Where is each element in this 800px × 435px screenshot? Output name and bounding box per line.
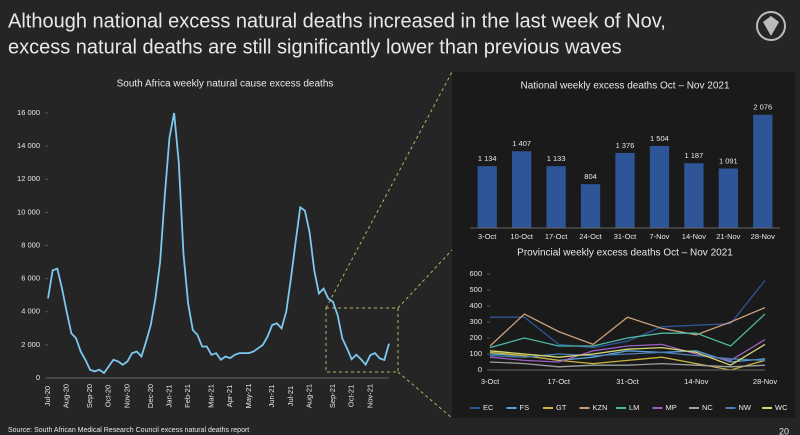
- legend-label: MP: [666, 403, 677, 412]
- x-tick-label: Oct-21: [347, 385, 356, 408]
- zoom-line: [397, 249, 453, 309]
- x-tick-label: 3-Oct: [481, 377, 500, 386]
- value-label: 1 376: [616, 141, 635, 150]
- x-tick-label: Jul-21: [286, 386, 295, 406]
- y-tick-label: 400: [469, 301, 482, 310]
- x-tick-label: Feb-21: [183, 384, 192, 408]
- y-tick-label: 2 000: [21, 340, 40, 349]
- legend-label: NC: [702, 403, 713, 412]
- zoom-box: [325, 307, 399, 373]
- x-tick-label: May-21: [244, 383, 253, 408]
- logo-ring: [756, 11, 786, 41]
- bar: [718, 168, 738, 228]
- y-tick-label: 14 000: [17, 141, 40, 150]
- chart-title: National weekly excess deaths Oct – Nov …: [521, 81, 730, 92]
- x-tick-label: 7-Nov: [649, 232, 669, 241]
- x-tick-label: Nov-20: [122, 384, 131, 408]
- x-tick-label: 14-Nov: [682, 232, 706, 241]
- slide-title: Although national excess natural deaths …: [8, 10, 666, 32]
- y-tick-label: 100: [469, 349, 482, 358]
- value-label: 1 091: [719, 156, 738, 165]
- value-label: 1 134: [478, 154, 497, 163]
- chart-title: South Africa weekly natural cause excess…: [117, 79, 334, 90]
- x-tick-label: 17-Oct: [545, 232, 568, 241]
- x-tick-label: Jan-21: [164, 385, 173, 408]
- zoom-guides: [325, 71, 453, 419]
- x-tick-label: 3-Oct: [478, 232, 497, 241]
- y-tick-label: 200: [469, 333, 482, 342]
- x-tick-label: 28-Nov: [753, 377, 777, 386]
- y-tick-label: 10 000: [17, 207, 40, 216]
- x-tick-label: 24-Oct: [579, 232, 602, 241]
- y-tick-label: 12 000: [17, 174, 40, 183]
- value-label: 1 133: [547, 154, 566, 163]
- slide-title: excess natural deaths are still signific…: [8, 36, 622, 58]
- x-tick-label: Aug-21: [305, 384, 314, 408]
- logo-diamond: [763, 16, 779, 36]
- data-line: [489, 343, 766, 366]
- x-tick-label: Dec-20: [146, 384, 155, 408]
- y-tick-label: 0: [478, 365, 482, 374]
- y-tick-label: 600: [469, 269, 482, 278]
- bar: [546, 166, 566, 228]
- bar: [580, 184, 601, 228]
- value-label: 1 187: [684, 151, 703, 160]
- bar: [753, 114, 773, 228]
- value-label: 1 504: [650, 134, 669, 143]
- x-tick-label: 10-Oct: [510, 232, 533, 241]
- value-label: 1 407: [512, 139, 531, 148]
- x-tick-label: Apr-21: [225, 385, 234, 408]
- x-tick-label: Sep-21: [328, 384, 337, 408]
- x-tick-label: Sep-20: [85, 384, 94, 408]
- y-tick-label: 6 000: [21, 274, 40, 283]
- x-tick-label: 21-Nov: [716, 232, 740, 241]
- y-tick-label: 500: [469, 285, 482, 294]
- y-tick-label: 0: [36, 373, 40, 382]
- y-tick-label: 300: [469, 317, 482, 326]
- x-tick-label: 14-Nov: [684, 377, 708, 386]
- logo: [756, 11, 786, 41]
- y-tick-label: 4 000: [21, 307, 40, 316]
- x-tick-label: Nov-21: [365, 384, 374, 408]
- source: Source: South African Medical Research C…: [8, 427, 249, 434]
- data-line: [490, 279, 766, 349]
- data-line: [489, 307, 766, 347]
- legend-label: GT: [556, 403, 567, 412]
- value-label: 2 076: [753, 103, 772, 112]
- zoom-line: [325, 71, 453, 309]
- chart-title: Provincial weekly excess deaths Oct – No…: [517, 248, 733, 259]
- data-line: [489, 313, 766, 349]
- x-tick-label: Jul-20: [43, 386, 52, 406]
- data-line: [47, 112, 390, 375]
- x-tick-label: Oct-20: [104, 385, 113, 408]
- legend-label: LM: [629, 403, 639, 412]
- data-line: [489, 351, 766, 362]
- bar: [649, 145, 670, 228]
- bar: [615, 152, 635, 228]
- page-number: 20: [779, 426, 789, 435]
- value-label: 804: [584, 172, 597, 181]
- bar: [477, 166, 497, 228]
- x-tick-label: Mar-21: [206, 384, 215, 408]
- legend-label: WC: [775, 403, 788, 412]
- legend-label: FS: [520, 403, 530, 412]
- x-tick-label: 17-Oct: [547, 377, 570, 386]
- legend-label: NW: [739, 403, 752, 412]
- legend-label: KZN: [593, 403, 608, 412]
- y-tick-label: 8 000: [21, 240, 40, 249]
- legend-label: EC: [483, 403, 494, 412]
- x-tick-label: Aug-20: [62, 384, 71, 408]
- y-tick-label: 16 000: [17, 108, 40, 117]
- data-line: [489, 351, 766, 371]
- x-tick-label: Jun-21: [267, 385, 276, 408]
- bar: [684, 163, 704, 228]
- x-tick-label: 28-Nov: [751, 232, 775, 241]
- x-tick-label: 31-Oct: [616, 377, 639, 386]
- bar: [512, 151, 532, 228]
- x-tick-label: 31-Oct: [614, 232, 637, 241]
- data-line: [489, 361, 766, 368]
